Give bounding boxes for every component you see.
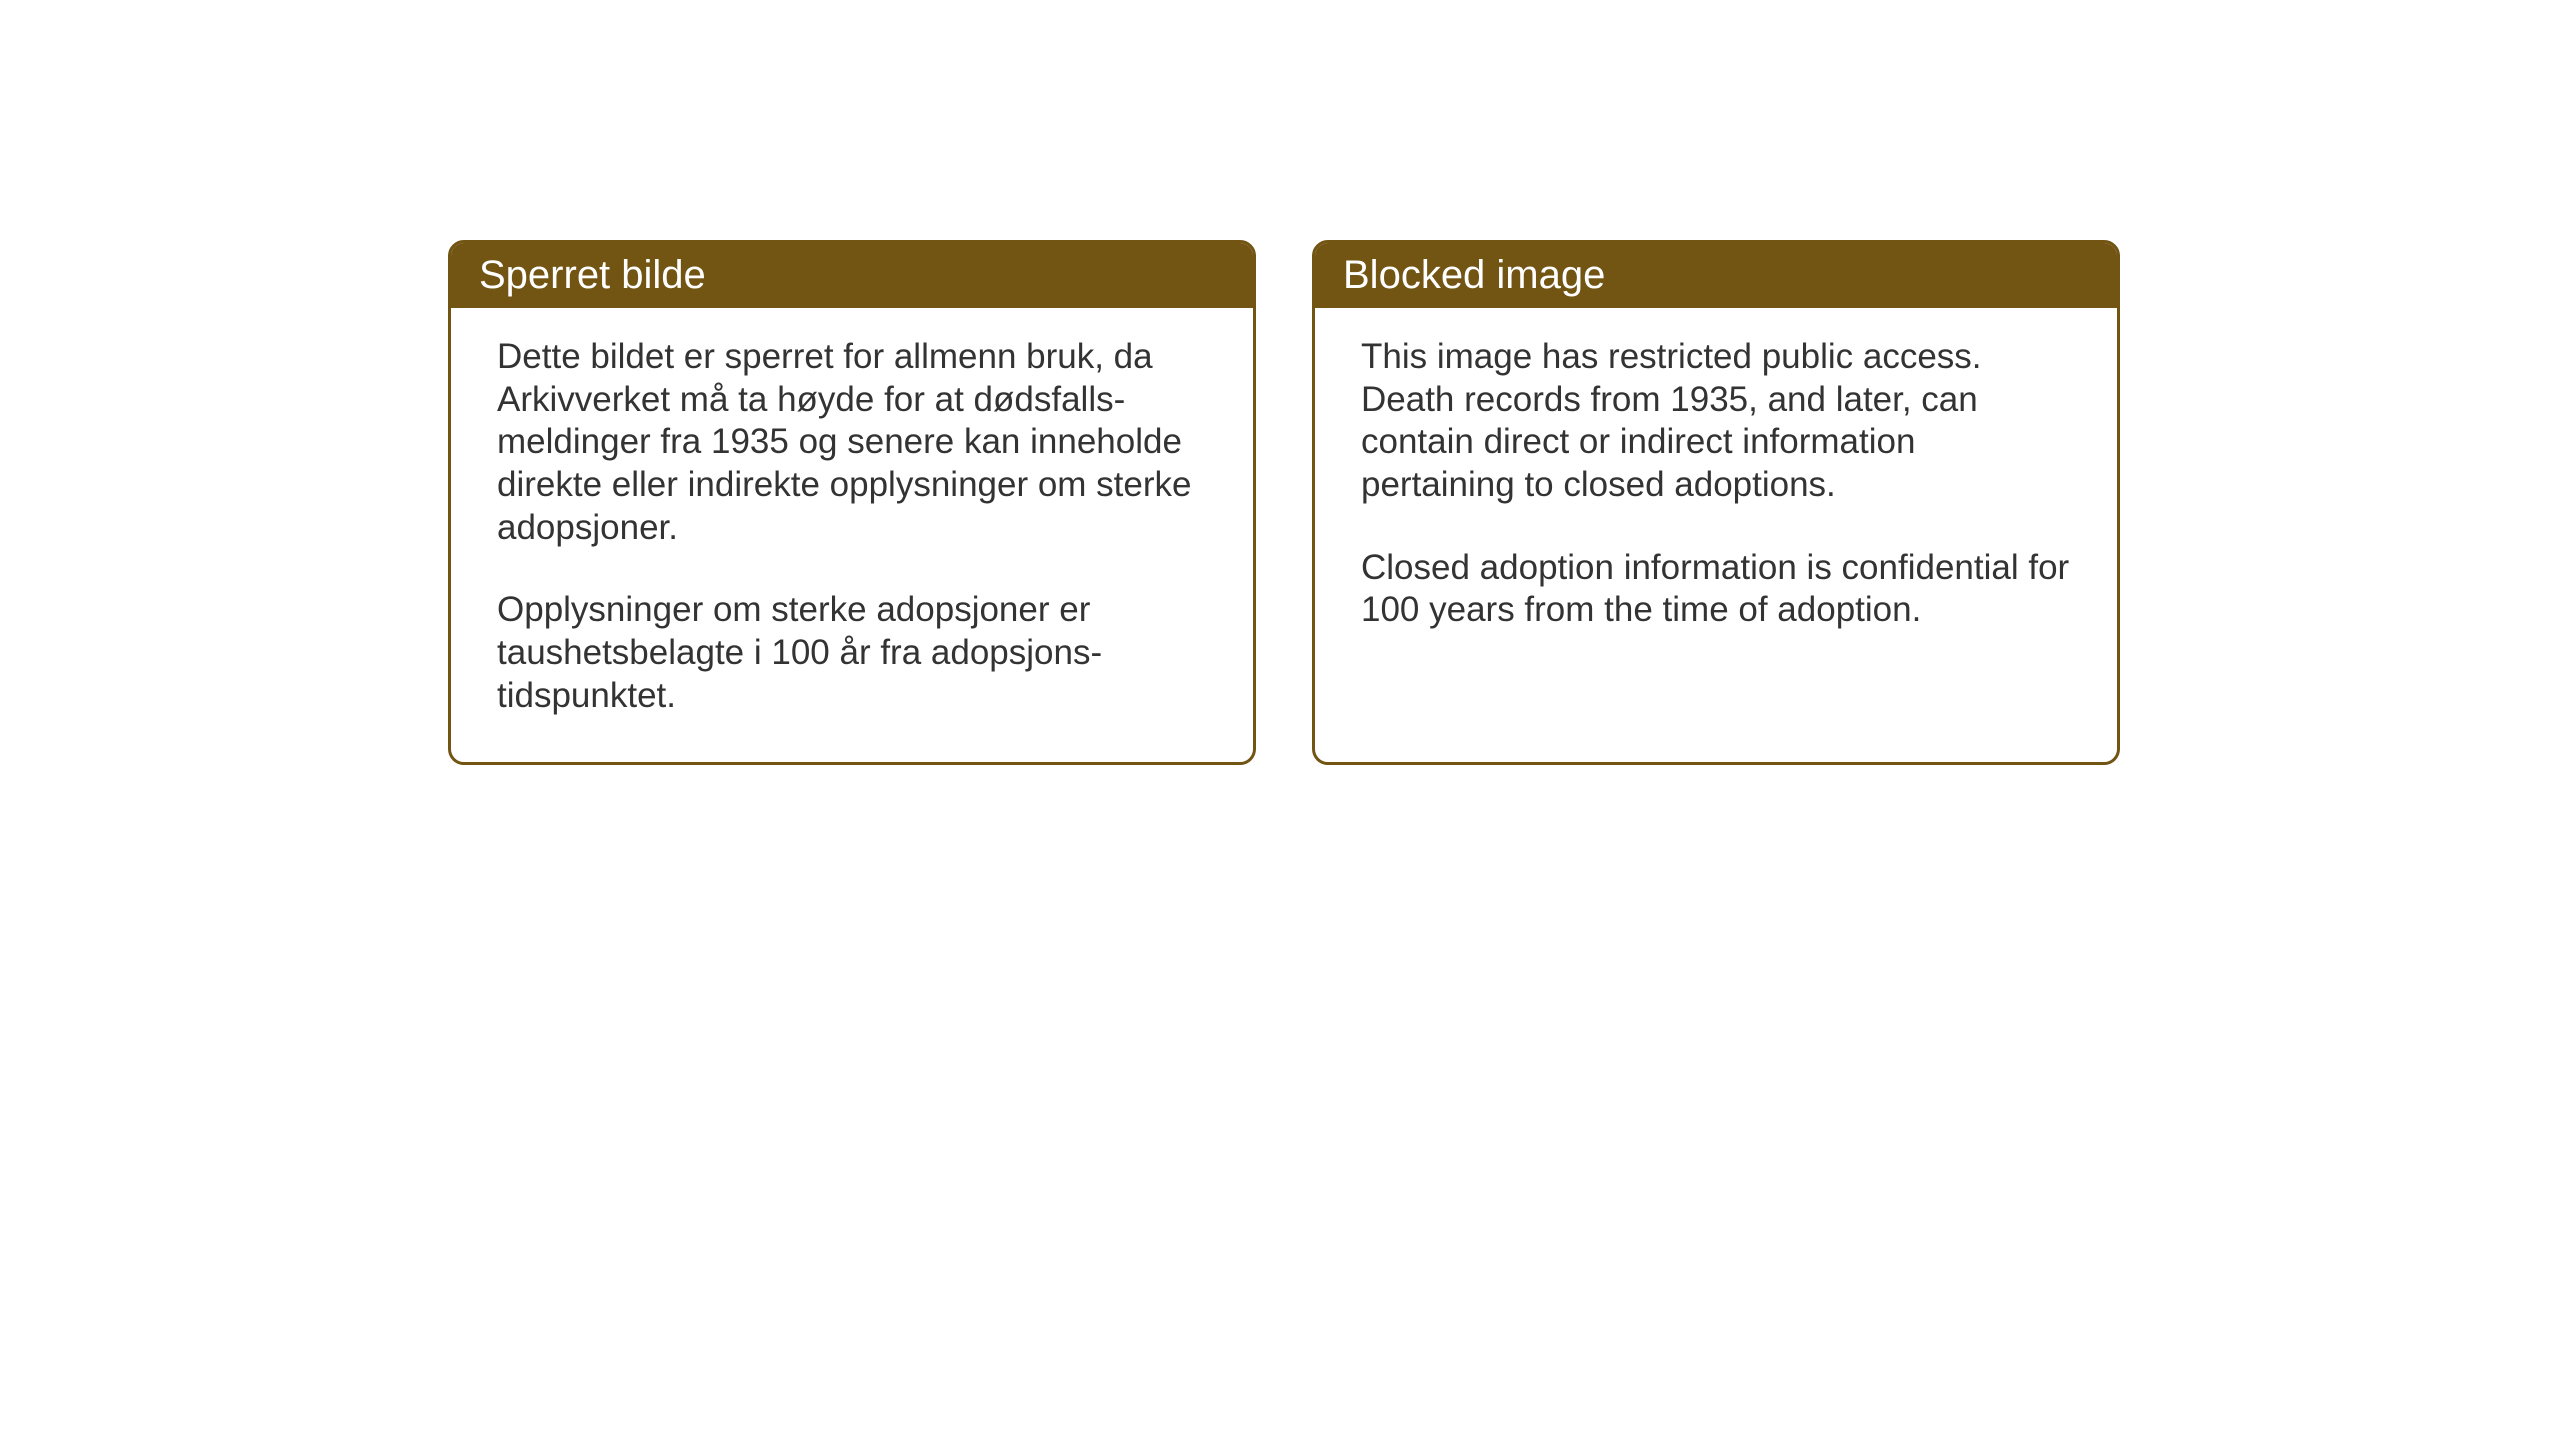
card-english-body: This image has restricted public access.…: [1315, 308, 2117, 676]
card-norwegian: Sperret bilde Dette bildet er sperret fo…: [448, 240, 1256, 765]
card-norwegian-paragraph-2: Opplysninger om sterke adopsjoner er tau…: [497, 589, 1207, 717]
card-english-paragraph-2: Closed adoption information is confident…: [1361, 547, 2071, 632]
cards-container: Sperret bilde Dette bildet er sperret fo…: [448, 240, 2120, 765]
card-norwegian-header: Sperret bilde: [451, 243, 1253, 308]
card-english-paragraph-1: This image has restricted public access.…: [1361, 336, 2071, 507]
card-english-header: Blocked image: [1315, 243, 2117, 308]
card-norwegian-paragraph-1: Dette bildet er sperret for allmenn bruk…: [497, 336, 1207, 549]
card-english-title: Blocked image: [1343, 253, 1605, 297]
card-english: Blocked image This image has restricted …: [1312, 240, 2120, 765]
card-norwegian-body: Dette bildet er sperret for allmenn bruk…: [451, 308, 1253, 762]
card-norwegian-title: Sperret bilde: [479, 253, 706, 297]
